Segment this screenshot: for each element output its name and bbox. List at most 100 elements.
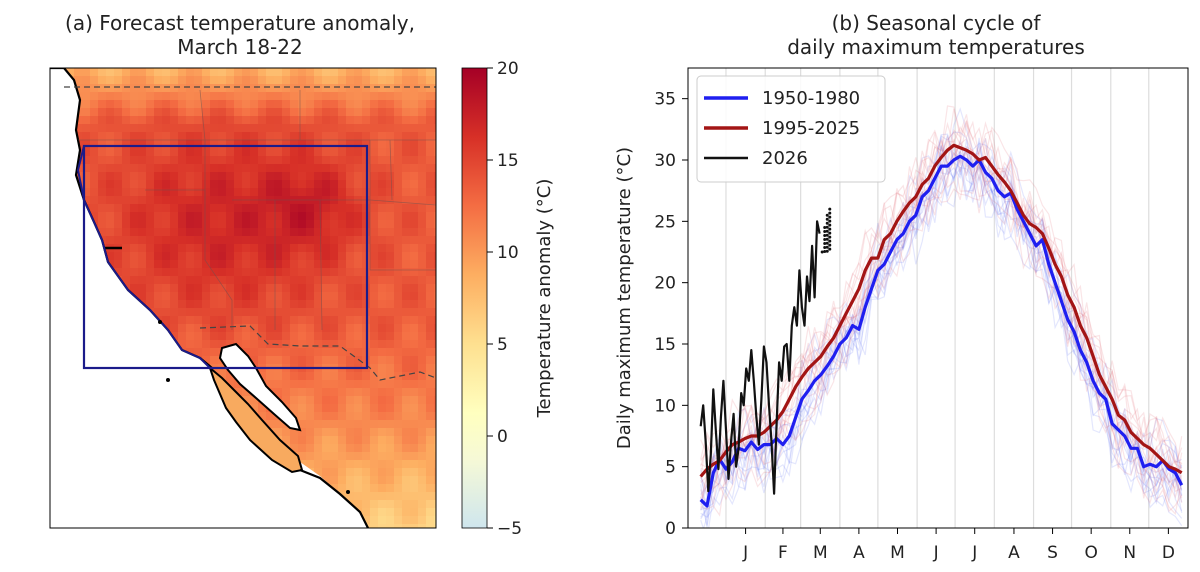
heatmap-cell [354,252,363,261]
heatmap-cell [354,236,363,245]
heatmap-cell [394,444,403,453]
heatmap-cell [354,412,363,421]
heatmap-cell [314,268,323,277]
heatmap-cell [290,172,299,181]
heatmap-cell [282,252,291,261]
heatmap-cell [418,268,427,277]
heatmap-cell [434,508,436,517]
forecast-dot [828,231,832,235]
heatmap-cell [282,124,291,133]
heatmap-cell [282,316,291,325]
heatmap-cell [434,188,436,197]
heatmap-cell [298,220,307,229]
heatmap-cell [170,332,179,341]
heatmap-cell [274,108,283,117]
heatmap-cell [282,220,291,229]
heatmap-cell [370,516,379,525]
heatmap-cell [298,132,307,141]
heatmap-cell [274,236,283,245]
forecast-dot [823,233,827,237]
heatmap-cell [298,92,307,101]
heatmap-cell [346,260,355,269]
heatmap-cell [146,260,155,269]
heatmap-cell [338,340,347,349]
heatmap-cell [234,116,243,125]
heatmap-cell [210,340,219,349]
heatmap-cell [82,188,91,197]
heatmap-cell [410,484,419,493]
heatmap-cell [378,148,387,157]
heatmap-cell [106,92,115,101]
heatmap-cell [378,252,387,261]
heatmap-cell [226,284,235,293]
heatmap-cell [322,68,331,77]
heatmap-cell [354,132,363,141]
heatmap-cell [130,172,139,181]
heatmap-cell [202,124,211,133]
heatmap-cell [274,380,283,389]
heatmap-cell [202,292,211,301]
heatmap-cell [410,188,419,197]
heatmap-cell [242,340,251,349]
heatmap-cell [386,124,395,133]
heatmap-cell [338,244,347,253]
heatmap-cell [322,84,331,93]
heatmap-cell [322,132,331,141]
heatmap-cell [82,196,91,205]
heatmap-cell [186,276,195,285]
heatmap-cell [218,332,227,341]
heatmap-cell [362,372,371,381]
heatmap-cell [418,476,427,485]
heatmap-cell [346,484,355,493]
heatmap-cell [154,308,163,317]
heatmap-cell [290,444,299,453]
heatmap-cell [210,252,219,261]
heatmap-cell [386,500,395,509]
heatmap-cell [298,276,307,285]
ocean-mask [50,68,368,528]
heatmap-cell [298,292,307,301]
heatmap-cell [362,436,371,445]
heatmap-cell [370,308,379,317]
heatmap-cell [146,196,155,205]
heatmap-cell [306,124,315,133]
heatmap-cell [386,340,395,349]
forecast-dot [828,223,832,227]
heatmap-cell [130,68,139,77]
heatmap-cell [98,220,107,229]
heatmap-cell [178,188,187,197]
heatmap-cell [266,244,275,253]
heatmap-cell [426,524,435,528]
heatmap-cell [146,124,155,133]
heatmap-cell [394,348,403,357]
y-tick-label: 10 [654,396,676,416]
heatmap-cell [226,244,235,253]
heatmap-cell [250,356,259,365]
heatmap-cell [186,340,195,349]
y-tick-label: 0 [665,519,676,539]
heatmap-cell [154,212,163,221]
heatmap-cell [306,300,315,309]
heatmap-cell [418,276,427,285]
heatmap-cell [210,188,219,197]
heatmap-cell [186,124,195,133]
heatmap-cell [298,84,307,93]
heatmap-cell [226,68,235,77]
heatmap-cell [290,428,299,437]
heatmap-cell [218,300,227,309]
heatmap-cell [346,436,355,445]
heatmap-cell [130,196,139,205]
heatmap-cell [346,140,355,149]
heatmap-cell [426,260,435,269]
heatmap-cell [346,356,355,365]
heatmap-cell [410,156,419,165]
heatmap-cell [122,148,131,157]
heatmap-cell [362,132,371,141]
heatmap-cell [226,100,235,109]
heatmap-cell [122,244,131,253]
heatmap-cell [426,76,435,85]
heatmap-cell [402,164,411,173]
heatmap-cell [130,116,139,125]
heatmap-cell [354,212,363,221]
heatmap-cell [402,316,411,325]
